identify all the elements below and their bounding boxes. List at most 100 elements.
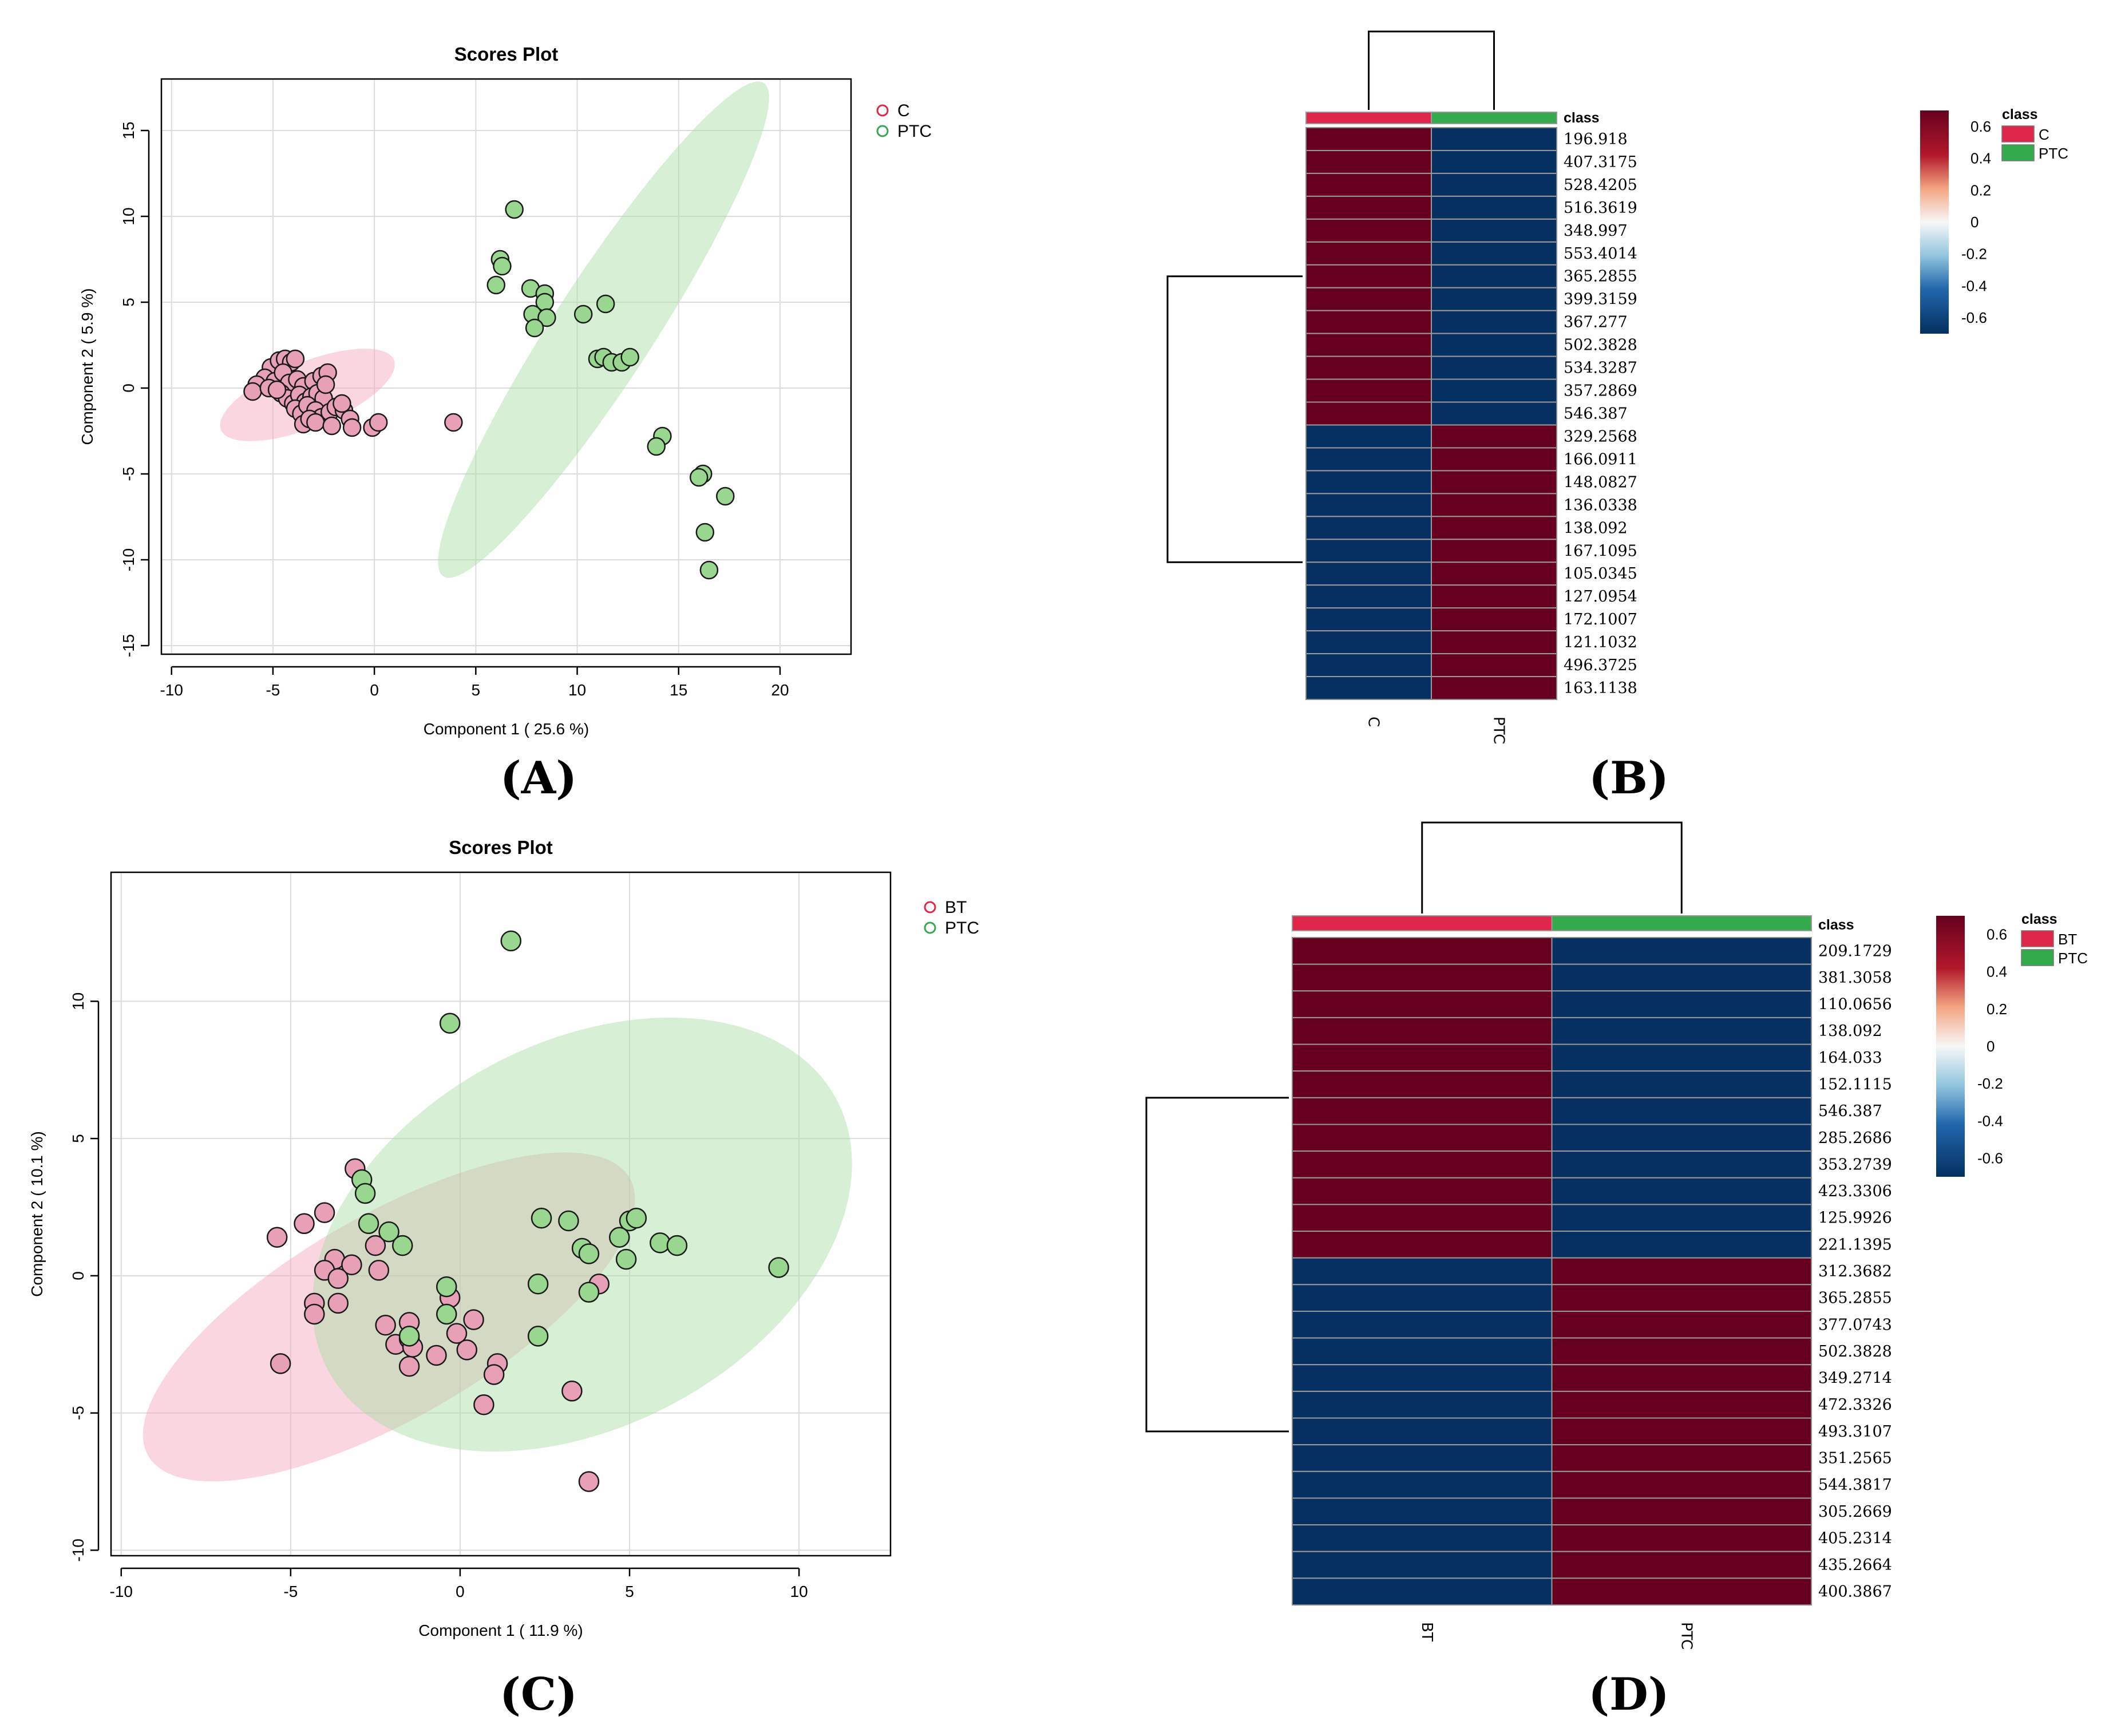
heatmap-cell xyxy=(1551,1043,1812,1072)
y-tick-label: 15 xyxy=(120,121,137,139)
class-legend-swatch-bt xyxy=(2021,930,2054,947)
heatmap-cell xyxy=(1305,218,1432,243)
data-point-bt xyxy=(426,1344,447,1366)
row-label: 365.2855 xyxy=(1564,268,1637,286)
legend-label-ptc: PTC xyxy=(945,919,979,938)
data-point-bt xyxy=(327,1268,349,1289)
heatmap-cell xyxy=(1305,287,1432,311)
heatmap-cell xyxy=(1551,990,1812,1018)
y-tick-label: 10 xyxy=(69,992,87,1010)
heatmap-cell xyxy=(1551,1417,1812,1446)
colorbar xyxy=(1936,916,1965,1177)
data-point-ptc xyxy=(358,1213,379,1235)
heatmap-cell xyxy=(1292,1444,1553,1472)
heatmap-cell xyxy=(1292,990,1553,1018)
heatmap-cell xyxy=(1551,1097,1812,1125)
heatmap-cell xyxy=(1551,963,1812,992)
colorbar-tick-label: 0 xyxy=(1970,213,1978,231)
row-label: 502.3828 xyxy=(1818,1343,1892,1361)
heatmap-cell xyxy=(1431,447,1557,472)
row-label: 544.3817 xyxy=(1818,1476,1892,1494)
data-point-ptc xyxy=(500,930,522,952)
x-tick-label: 10 xyxy=(568,681,586,699)
x-tick-label: 5 xyxy=(472,681,481,699)
heatmap-cell xyxy=(1431,607,1557,632)
data-point-ptc xyxy=(527,1326,549,1347)
heatmap-cell xyxy=(1431,172,1557,197)
colorbar-tick-label: 0.6 xyxy=(1970,118,1991,135)
data-point-bt xyxy=(446,1323,468,1344)
data-point-ptc xyxy=(626,1207,647,1229)
y-tick-label: -15 xyxy=(120,634,137,657)
class-legend-label-ptc: PTC xyxy=(2058,950,2088,967)
x-tick-label: 20 xyxy=(771,681,789,699)
data-point-ptc xyxy=(558,1210,579,1232)
colorbar-tick-label: 0 xyxy=(1987,1038,1995,1055)
data-point-ptc xyxy=(392,1235,413,1256)
class-legend-title: class xyxy=(2021,911,2057,927)
y-tick-label: -10 xyxy=(120,548,137,571)
row-label: 405.2314 xyxy=(1818,1529,1892,1547)
row-label: 125.9926 xyxy=(1818,1209,1892,1227)
heatmap-cell xyxy=(1292,1070,1553,1098)
heatmap-cell xyxy=(1551,937,1812,965)
heatmap-cell xyxy=(1431,516,1557,540)
class-legend-title: class xyxy=(2002,106,2038,122)
row-label: 546.387 xyxy=(1564,405,1628,423)
class-legend-label-bt: BT xyxy=(2058,931,2077,948)
row-label: 407.3175 xyxy=(1564,153,1637,171)
heatmap-cell xyxy=(1292,1150,1553,1179)
row-label: 138.092 xyxy=(1818,1022,1882,1040)
column-label: PTC xyxy=(1490,717,1507,744)
column-label: C xyxy=(1365,717,1382,727)
row-label: 348.997 xyxy=(1564,222,1628,240)
heatmap-cell xyxy=(1292,1204,1553,1232)
x-tick-label: -5 xyxy=(266,681,280,699)
class-legend-swatch-c xyxy=(2001,125,2035,143)
row-label: 138.092 xyxy=(1564,519,1628,537)
row-label: 329.2568 xyxy=(1564,428,1637,445)
plot-border xyxy=(110,871,892,1557)
colorbar-tick-label: 0.4 xyxy=(1970,150,1991,167)
row-label: 351.2565 xyxy=(1818,1449,1892,1467)
row-label: 381.3058 xyxy=(1818,969,1892,987)
heatmap-cell xyxy=(1292,1364,1553,1392)
heatmap-cell xyxy=(1305,653,1432,678)
heatmap-cell xyxy=(1305,539,1432,563)
x-axis-label: Component 1 ( 25.6 %) xyxy=(424,720,589,738)
data-point-ptc xyxy=(768,1257,789,1278)
row-label: 399.3159 xyxy=(1564,291,1637,309)
data-point-ptc xyxy=(531,1207,552,1229)
heatmap-cell xyxy=(1431,287,1557,311)
x-tick-label: 0 xyxy=(456,1583,465,1600)
row-label: 553.4014 xyxy=(1564,245,1637,263)
heatmap-cell xyxy=(1292,1177,1553,1205)
heatmap-cell xyxy=(1551,1017,1812,1045)
row-label: 493.3107 xyxy=(1818,1423,1892,1441)
heatmap-cell xyxy=(1431,127,1557,151)
class-bar-bt xyxy=(1292,915,1553,931)
row-label: 172.1007 xyxy=(1564,611,1637,628)
heatmap-cell xyxy=(1431,195,1557,220)
heatmap-cell xyxy=(1551,1257,1812,1286)
heatmap-cell xyxy=(1431,333,1557,357)
data-point-bt xyxy=(375,1314,396,1336)
heatmap-d: class 209.1729 381.3058 110.0656 138.092 164.… xyxy=(1145,821,2088,1721)
heatmap-cell xyxy=(1292,1097,1553,1125)
data-point-bt xyxy=(304,1303,325,1325)
data-point-ptc xyxy=(620,347,639,367)
column-dendrogram xyxy=(1368,30,1495,110)
heatmap-cell xyxy=(1431,264,1557,288)
data-point-bt xyxy=(327,1292,349,1314)
x-tick-label: 5 xyxy=(625,1583,634,1600)
data-point-bt xyxy=(561,1381,583,1402)
colorbar xyxy=(1920,110,1949,334)
confidence-ellipse-ptc xyxy=(438,81,769,578)
data-point-ptc xyxy=(436,1276,457,1298)
plot-title: Scores Plot xyxy=(454,44,559,65)
heatmap-cell xyxy=(1551,1577,1812,1606)
heatmap-cell xyxy=(1431,630,1557,655)
heatmap-cell xyxy=(1305,447,1432,472)
row-label: 148.0827 xyxy=(1564,473,1637,491)
colorbar-tick-label: -0.4 xyxy=(1977,1112,2003,1129)
